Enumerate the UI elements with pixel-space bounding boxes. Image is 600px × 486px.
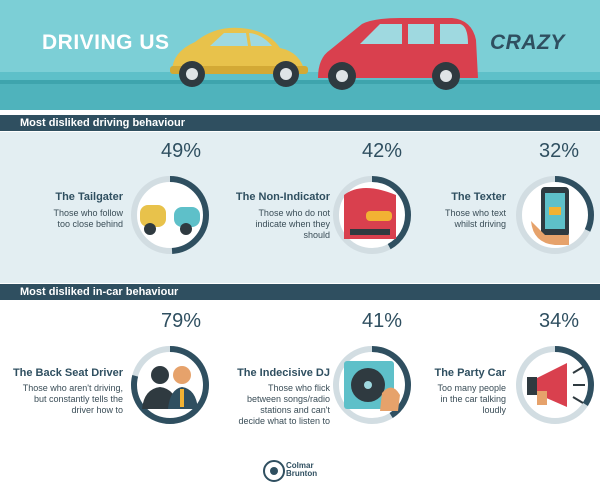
percentage-ring [131, 176, 209, 254]
description-line: too close behind [57, 219, 123, 229]
description-line: Those who do not [258, 208, 330, 218]
description-line: decide what to listen to [238, 416, 330, 426]
yellow-car-icon [170, 27, 308, 87]
description-line: Those who text [444, 208, 506, 218]
percentage-value: 49% [161, 140, 202, 162]
behaviour-name: The Texter [451, 191, 506, 203]
behaviour-name: The Party Car [434, 367, 506, 379]
road-line [0, 80, 600, 84]
description-line: Those who follow [53, 208, 123, 218]
behaviour-description: Those who follow too close behind [0, 208, 123, 230]
title-right: CRAZY [490, 31, 565, 54]
behaviour-name: The Tailgater [55, 191, 123, 203]
phone-texting-icon [531, 187, 569, 245]
colmar-brunton-logo-icon [263, 460, 285, 482]
ring-progress-arc [131, 176, 209, 254]
percentage-ring [131, 346, 209, 424]
row1-background [0, 132, 600, 283]
logo-text-colmar: Colmar [286, 461, 314, 470]
percentage-ring [516, 176, 594, 254]
passengers-icon [142, 366, 198, 409]
turntable-icon [344, 361, 400, 411]
megaphone-icon [527, 363, 585, 407]
description-line: in the car talking [440, 394, 506, 404]
section-title-in-car: Most disliked in-car behaviour [0, 284, 600, 300]
car-indicator-icon [344, 188, 396, 239]
header-banner: DRIVING US CRAZY [0, 0, 600, 110]
percentage-ring [333, 176, 411, 254]
description-line: should [303, 230, 330, 240]
behaviour-description: Those who do not indicate when they should [200, 208, 330, 241]
cars-illustration [170, 18, 478, 90]
ring-progress-arc [131, 346, 209, 424]
percentage-value: 41% [362, 310, 403, 332]
percentage-value: 34% [539, 310, 580, 332]
behaviour-name: The Back Seat Driver [12, 367, 123, 379]
behaviour-description: Those who flick between songs/radio statio… [200, 383, 330, 427]
ring-progress-arc [516, 346, 594, 424]
description-line: indicate when they [255, 219, 330, 229]
behaviour-description: Too many people in the car talking loudly [376, 383, 506, 416]
tailgating-cars-icon [140, 205, 200, 235]
behaviour-name: The Non-Indicator [235, 191, 330, 203]
description-line: Those who flick [267, 383, 330, 393]
section-title-driving: Most disliked driving behaviour [0, 115, 600, 131]
percentage-value: 32% [539, 140, 580, 162]
description-line: driver how to [71, 405, 123, 415]
description-line: but constantly tells the [33, 394, 123, 404]
behaviour-description: Those who aren't driving, but constantly … [0, 383, 123, 416]
ring-progress-arc [333, 346, 411, 424]
description-line: Those who aren't driving, [22, 383, 123, 393]
description-line: stations and can't [260, 405, 330, 415]
percentage-ring [516, 346, 594, 424]
description-line: loudly [482, 405, 506, 415]
logo-text-brunton: Brunton [286, 469, 318, 478]
red-car-icon [318, 18, 478, 90]
sky-band [0, 0, 600, 72]
percentage-value: 79% [161, 310, 202, 332]
title-left: DRIVING US [42, 31, 170, 54]
description-line: between songs/radio [246, 394, 330, 404]
row2-background [0, 301, 600, 454]
percentage-ring [333, 346, 411, 424]
ring-progress-arc [516, 176, 594, 254]
road [0, 84, 600, 110]
behaviour-description: Those who text whilst driving [376, 208, 506, 230]
ring-progress-arc [333, 176, 411, 254]
percentage-value: 42% [362, 140, 403, 162]
description-line: Too many people [437, 383, 506, 393]
behaviour-name: The Indecisive DJ [237, 367, 330, 379]
description-line: whilst driving [454, 219, 506, 229]
